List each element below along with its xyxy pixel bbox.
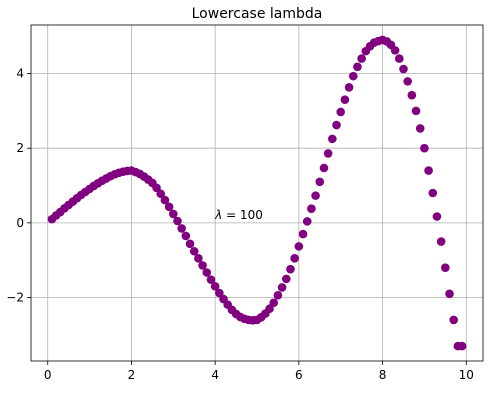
- data-point: [407, 90, 417, 100]
- data-point: [273, 290, 283, 300]
- data-point: [185, 239, 195, 249]
- data-point: [441, 263, 450, 272]
- data-point: [315, 177, 325, 187]
- data-point: [348, 71, 358, 81]
- grid-lines: [31, 25, 483, 361]
- data-point: [340, 95, 350, 104]
- data-point: [436, 237, 446, 246]
- data-point: [189, 246, 199, 256]
- data-point: [336, 107, 346, 117]
- lambda-annotation: λ = 100: [214, 208, 263, 222]
- data-point: [286, 264, 295, 274]
- data-point: [328, 134, 337, 144]
- lambda-symbol: λ: [214, 208, 222, 222]
- plot-frame: [30, 24, 484, 362]
- data-point: [269, 298, 279, 308]
- data-point: [210, 282, 220, 291]
- data-point: [277, 283, 287, 292]
- data-point: [206, 275, 216, 284]
- x-tick-label: 10: [459, 368, 474, 382]
- data-point: [420, 143, 429, 153]
- data-point: [411, 106, 421, 116]
- data-point: [194, 254, 203, 263]
- data-point: [156, 189, 166, 199]
- data-point: [302, 217, 312, 226]
- y-tick-label: −2: [6, 291, 24, 305]
- data-point: [290, 254, 299, 263]
- chart-title: Lowercase lambda: [192, 6, 323, 22]
- y-tick-label: 2: [16, 141, 24, 155]
- x-tick-label: 4: [211, 368, 219, 382]
- data-point: [445, 289, 454, 299]
- lambda-value: = 100: [222, 208, 263, 222]
- data-point: [152, 183, 161, 193]
- data-point: [357, 54, 366, 63]
- data-point: [168, 209, 178, 219]
- data-point: [399, 64, 408, 74]
- y-tick-label: 0: [16, 216, 24, 230]
- axis-ticks: 0 2 4 6 8 10 −2 0 2 4: [6, 67, 474, 382]
- data-point: [181, 231, 191, 241]
- x-tick-label: 2: [128, 368, 136, 382]
- data-point: [281, 274, 291, 284]
- data-point: [457, 341, 467, 351]
- x-tick-label: 6: [295, 368, 303, 382]
- data-point: [198, 261, 207, 270]
- data-point: [394, 54, 404, 63]
- data-point: [298, 229, 308, 239]
- data-point: [344, 83, 354, 92]
- data-point: [265, 304, 274, 314]
- data-point: [432, 212, 442, 221]
- data-point: [294, 242, 304, 251]
- data-point: [332, 120, 341, 130]
- y-tick-label: 4: [16, 67, 24, 81]
- data-point: [160, 195, 170, 205]
- data-point: [311, 191, 320, 200]
- data-point: [307, 204, 316, 213]
- data-point: [319, 163, 329, 173]
- data-point: [177, 224, 186, 233]
- data-point: [403, 77, 412, 86]
- data-point: [390, 46, 400, 55]
- data-point: [424, 166, 433, 175]
- data-points: [47, 35, 467, 351]
- data-point: [173, 216, 182, 226]
- data-point: [215, 288, 224, 298]
- data-point: [353, 62, 362, 72]
- data-point: [164, 202, 174, 212]
- data-point: [415, 124, 425, 133]
- data-point: [449, 315, 459, 325]
- data-point: [428, 188, 438, 198]
- x-tick-label: 0: [44, 368, 52, 382]
- data-point: [202, 268, 212, 277]
- x-tick-label: 8: [379, 368, 387, 382]
- data-point: [323, 149, 333, 158]
